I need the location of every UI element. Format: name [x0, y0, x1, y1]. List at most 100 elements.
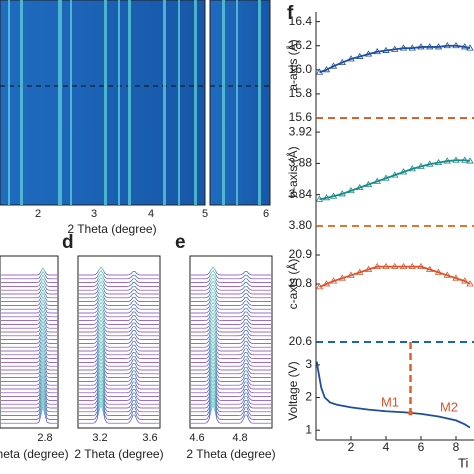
pattern-line	[191, 382, 271, 401]
pattern-line	[191, 354, 271, 371]
pattern-line	[191, 301, 271, 314]
pattern-line	[79, 298, 159, 310]
pattern-line	[79, 319, 159, 333]
pattern-line	[1, 285, 57, 295]
pattern-line	[1, 391, 57, 409]
y-tick-label: 2	[305, 390, 312, 404]
pattern-line	[79, 361, 159, 378]
y-axis-title: c-axis (Å)	[285, 259, 300, 310]
marker-dot	[408, 410, 413, 416]
marker	[329, 62, 338, 69]
marker	[399, 262, 408, 269]
stripe	[194, 0, 197, 205]
marker	[329, 192, 338, 199]
pattern-line	[1, 324, 57, 337]
tick-label: 2	[35, 208, 41, 220]
marker	[356, 183, 364, 191]
pattern-line	[191, 287, 271, 299]
pattern-line	[79, 287, 159, 299]
pattern-line	[79, 308, 159, 321]
tick-label: 5	[202, 208, 208, 220]
pattern-line	[191, 336, 271, 352]
panel-label: f	[287, 3, 294, 24]
marker	[315, 283, 324, 290]
pattern-line	[79, 322, 159, 337]
pattern-line	[191, 372, 271, 390]
pattern-line	[1, 363, 57, 378]
pattern-line	[1, 370, 57, 386]
pattern-line	[191, 347, 271, 363]
pattern-line	[1, 398, 57, 416]
stripe	[20, 0, 23, 205]
y-tick-label: 3.88	[289, 156, 313, 170]
marker	[364, 265, 373, 272]
marker	[408, 165, 416, 172]
pattern-line	[1, 292, 57, 302]
pattern-line	[1, 387, 57, 405]
pattern-line	[79, 354, 159, 371]
pattern-line	[79, 393, 159, 413]
pattern-line	[79, 294, 159, 306]
pattern-line	[1, 277, 57, 287]
marker	[443, 271, 451, 278]
marker	[452, 274, 460, 281]
marker	[461, 43, 469, 50]
pattern-line	[79, 315, 159, 329]
pattern-line	[1, 341, 57, 356]
pattern-line	[1, 313, 57, 325]
tick-label: 6	[263, 208, 269, 220]
marker	[391, 262, 399, 269]
marker	[434, 268, 443, 275]
y-tick-label: 3.84	[289, 187, 313, 201]
pattern-line	[79, 368, 159, 386]
pattern-line	[191, 312, 271, 325]
pattern-line	[1, 270, 57, 280]
pattern-line	[1, 373, 57, 390]
marker	[322, 280, 331, 287]
pattern-line	[1, 299, 57, 310]
marker	[466, 280, 474, 287]
pattern-line	[191, 276, 271, 287]
pattern-line	[79, 326, 159, 340]
marker	[452, 41, 460, 49]
tick-label: 4.8	[232, 432, 247, 444]
pattern-line	[191, 361, 271, 378]
marker	[382, 262, 390, 269]
pattern-line	[1, 366, 57, 382]
tick-label: 4.6	[189, 432, 204, 444]
marker	[399, 168, 408, 175]
pattern-line	[1, 359, 57, 375]
marker	[329, 277, 338, 284]
panel-label: e	[175, 232, 186, 253]
pattern-line	[1, 281, 57, 291]
pattern-line	[191, 340, 271, 356]
marker	[426, 43, 434, 50]
pattern-line	[79, 375, 159, 394]
stripe	[58, 0, 62, 205]
pattern-line	[191, 273, 271, 283]
heatmap	[0, 0, 206, 206]
pattern-line	[1, 348, 57, 363]
line	[315, 361, 471, 429]
stripe	[178, 0, 180, 205]
x-tick-label: 2	[348, 440, 355, 454]
pattern-line	[191, 284, 271, 295]
axis-title: 2 Theta (degree)	[74, 447, 163, 461]
y-tick-label: 1	[305, 422, 312, 436]
y-tick-label: 16.4	[289, 14, 313, 28]
marker	[408, 262, 416, 269]
marker	[347, 55, 355, 62]
marker	[338, 58, 346, 65]
pattern-line	[79, 403, 159, 424]
x-axis-title: Ti	[458, 455, 468, 470]
pattern-line	[79, 386, 159, 405]
pattern-line	[191, 269, 271, 280]
pattern-line	[1, 407, 57, 424]
pattern-line	[79, 372, 159, 390]
marker	[466, 157, 474, 164]
marker	[315, 68, 324, 75]
pattern-line	[1, 402, 57, 420]
marker	[338, 190, 346, 197]
pattern-line	[79, 333, 159, 348]
pattern-line	[1, 320, 57, 333]
